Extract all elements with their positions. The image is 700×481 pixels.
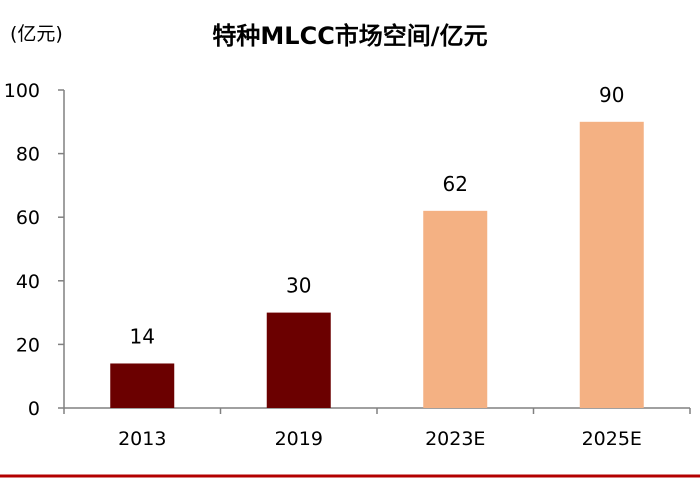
x-tick-label-2013: 2013 [118, 428, 166, 450]
data-label-2013: 14 [130, 324, 155, 348]
y-tick-label: 60 [16, 207, 40, 229]
y-tick-label: 0 [28, 398, 40, 420]
bar-2025E [579, 121, 644, 409]
y-tick-label: 100 [4, 80, 40, 102]
y-axis-unit-label: (亿元) [10, 23, 63, 45]
bar-2013 [110, 363, 175, 408]
data-label-2025E: 90 [599, 83, 624, 107]
y-tick-label: 20 [16, 334, 40, 356]
bar-2023E [423, 210, 488, 408]
y-tick-label: 80 [16, 144, 40, 166]
chart-title: 特种MLCC市场空间/亿元 [212, 22, 487, 50]
plot-area: 0 20 40 60 80 100 14 2013 30 2019 62 2023E 90 2025E [4, 80, 691, 450]
x-tick-label-2023E: 2023E [425, 428, 485, 450]
data-label-2023E: 62 [443, 172, 468, 196]
data-label-2019: 30 [286, 274, 311, 298]
y-tick-label: 40 [16, 271, 40, 293]
x-tick-label-2019: 2019 [275, 428, 323, 450]
bar-2019 [266, 312, 331, 408]
x-tick-label-2025E: 2025E [582, 428, 642, 450]
